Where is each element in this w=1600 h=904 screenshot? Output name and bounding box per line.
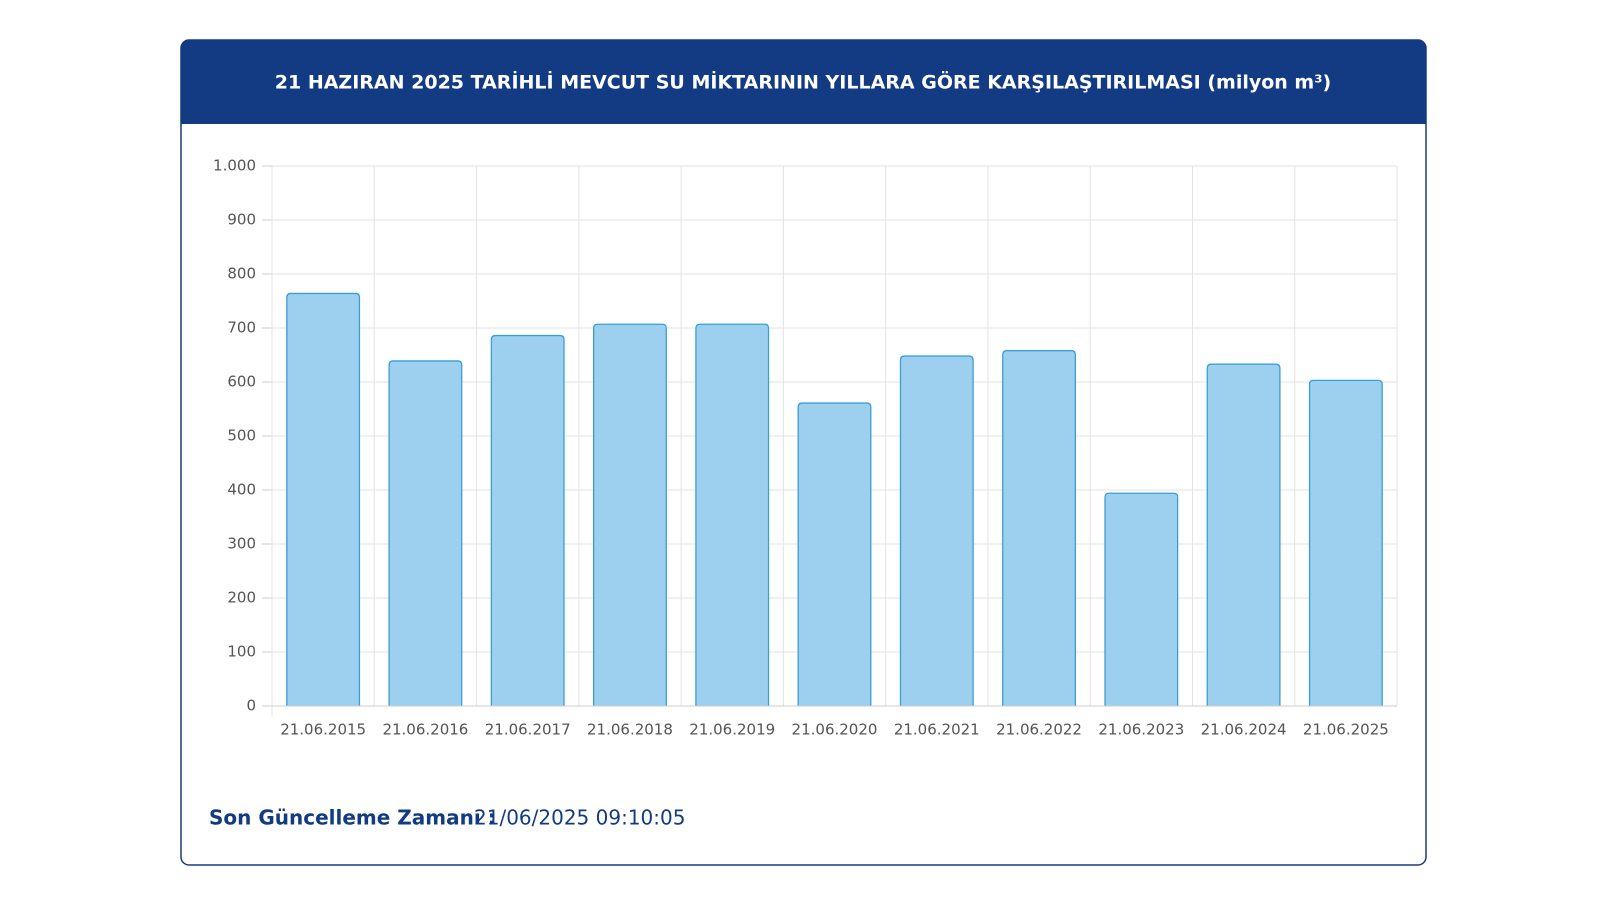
footer-label: Son Güncelleme Zamanı : <box>209 806 496 830</box>
chart-title: 21 HAZIRAN 2025 TARİHLİ MEVCUT SU MİKTAR… <box>275 70 1331 94</box>
y-tick-label: 900 <box>227 211 256 229</box>
footer-time: 21/06/2025 09:10:05 <box>474 806 685 830</box>
y-tick-label: 1.000 <box>213 157 256 175</box>
x-tick-label: 21.06.2023 <box>1098 721 1184 739</box>
x-tick-label: 21.06.2016 <box>382 721 468 739</box>
y-tick-label: 600 <box>227 373 256 391</box>
x-tick-label: 21.06.2021 <box>894 721 980 739</box>
x-tick-label: 21.06.2020 <box>792 721 878 739</box>
y-tick-label: 0 <box>246 697 256 715</box>
x-tick-label: 21.06.2017 <box>485 721 571 739</box>
x-tick-label: 21.06.2024 <box>1201 721 1287 739</box>
y-tick-label: 800 <box>227 265 256 283</box>
bar <box>1002 350 1076 706</box>
bar <box>797 402 872 706</box>
y-tick-label: 700 <box>227 319 256 337</box>
x-tick-label: 21.06.2025 <box>1303 721 1389 739</box>
x-tick-label: 21.06.2018 <box>587 721 673 739</box>
bar <box>388 360 463 706</box>
bar <box>1206 363 1281 706</box>
y-tick-label: 500 <box>227 427 256 445</box>
y-tick-label: 100 <box>227 643 256 661</box>
x-tick-label: 21.06.2015 <box>280 721 366 739</box>
bar <box>1308 379 1383 706</box>
bar <box>592 323 667 706</box>
y-tick-label: 400 <box>227 481 256 499</box>
y-tick-label: 300 <box>227 535 256 553</box>
x-tick-label: 21.06.2022 <box>996 721 1082 739</box>
bar <box>695 323 770 706</box>
y-tick-label: 200 <box>227 589 256 607</box>
bar <box>899 355 974 706</box>
bar <box>1104 492 1179 706</box>
bar <box>286 292 361 706</box>
bar <box>490 334 565 706</box>
card-header <box>181 40 1426 124</box>
x-tick-label: 21.06.2019 <box>689 721 775 739</box>
